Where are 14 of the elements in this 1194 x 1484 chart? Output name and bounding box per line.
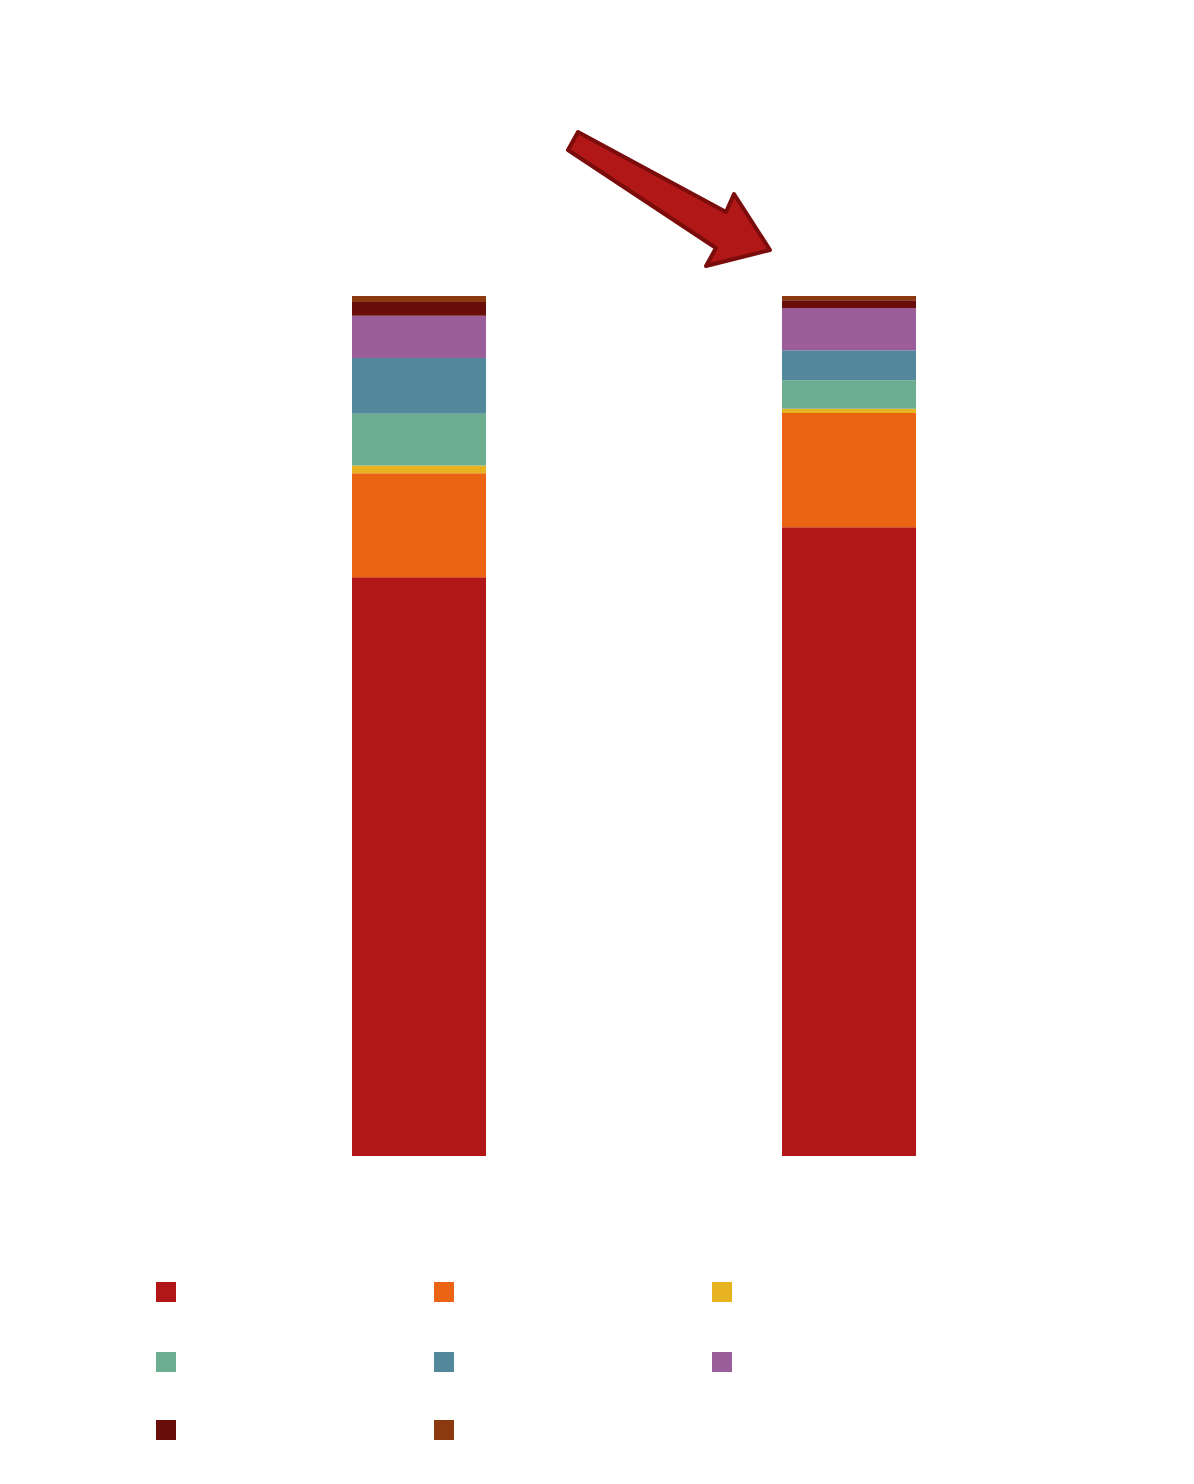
bar — [352, 465, 486, 474]
bar — [782, 527, 916, 1156]
bar — [352, 413, 486, 466]
bar — [782, 412, 916, 528]
bar — [352, 577, 486, 1156]
bar — [782, 300, 916, 309]
bar — [782, 308, 916, 351]
bar — [352, 302, 486, 316]
bar — [352, 315, 486, 358]
bar — [352, 473, 486, 578]
bar — [782, 380, 916, 409]
bar — [782, 350, 916, 381]
bar — [352, 296, 486, 303]
bar — [352, 357, 486, 414]
